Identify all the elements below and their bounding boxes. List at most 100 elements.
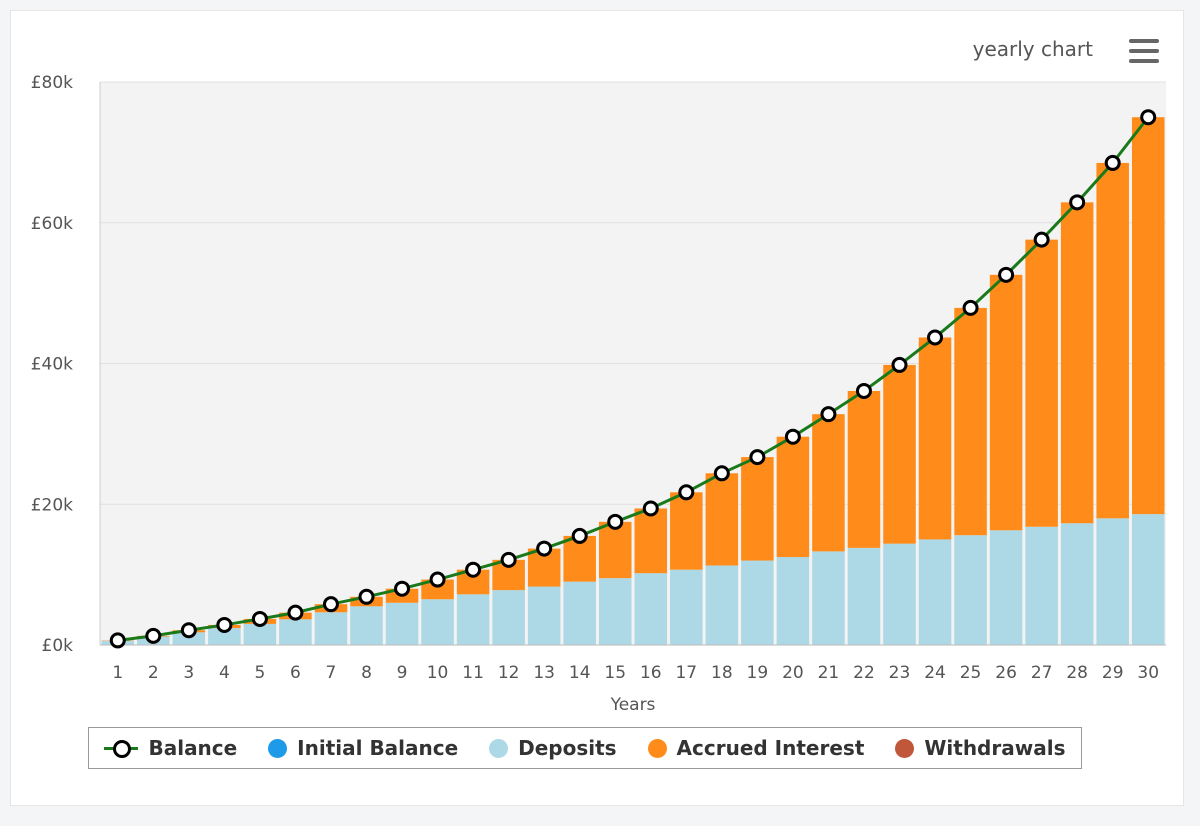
- balance-point: [394, 580, 411, 597]
- interest-bar: [1025, 239, 1058, 527]
- balance-point: [1069, 194, 1086, 211]
- y-tick-label: £20k: [31, 495, 73, 515]
- x-tick-label: 22: [853, 663, 875, 683]
- balance-point: [998, 266, 1015, 283]
- balance-point: [820, 406, 837, 423]
- x-tick-label: 26: [995, 663, 1017, 683]
- balance-point: [927, 329, 944, 346]
- legend-label: Deposits: [518, 736, 617, 760]
- initial-balance-dot-icon: [268, 738, 288, 758]
- balance-point: [749, 449, 766, 466]
- balance-point: [180, 622, 197, 639]
- x-tick-label: 3: [183, 663, 194, 683]
- balance-point: [784, 428, 801, 445]
- interest-bar: [1096, 162, 1129, 519]
- deposits-bar: [1060, 523, 1094, 645]
- x-tick-label: 28: [1066, 663, 1088, 683]
- y-tick-label: £60k: [31, 214, 73, 234]
- x-tick-label: 1: [112, 663, 123, 683]
- balance-point: [642, 500, 659, 517]
- legend-item-initial-balance[interactable]: Initial Balance: [268, 736, 458, 760]
- x-tick-label: 17: [675, 663, 697, 683]
- interest-bar: [421, 579, 454, 600]
- x-tick-label: 6: [290, 663, 301, 683]
- x-tick-label: 11: [462, 663, 484, 683]
- x-tick-label: 8: [361, 663, 372, 683]
- deposits-bar: [883, 543, 916, 645]
- balance-point: [109, 632, 126, 649]
- balance-point: [145, 627, 162, 644]
- interest-bar: [741, 457, 774, 561]
- interest-bar: [1131, 117, 1165, 515]
- deposits-bar: [989, 530, 1023, 645]
- x-tick-label: 23: [889, 663, 911, 683]
- x-tick-label: 2: [148, 663, 159, 683]
- interest-bar: [918, 337, 952, 540]
- balance-point: [1033, 231, 1050, 248]
- deposits-bar: [670, 569, 703, 645]
- x-tick-label: 4: [219, 663, 230, 683]
- x-tick-label: 21: [818, 663, 840, 683]
- x-tick-label: 10: [427, 663, 449, 683]
- deposits-bar: [563, 581, 596, 645]
- deposits-bar: [847, 547, 881, 645]
- interest-bar: [670, 492, 703, 570]
- legend-item-deposits[interactable]: Deposits: [489, 736, 617, 760]
- x-tick-label: 16: [640, 663, 662, 683]
- hamburger-menu-icon[interactable]: [1129, 39, 1159, 63]
- balance-point: [536, 540, 553, 557]
- balance-point: [607, 513, 624, 530]
- deposits-bar: [350, 606, 383, 645]
- deposits-bar: [421, 599, 454, 645]
- legend-label: Initial Balance: [297, 736, 459, 760]
- x-axis-title: Years: [610, 695, 656, 715]
- balance-line-marker-icon: [104, 738, 139, 758]
- balance-point: [962, 299, 979, 316]
- balance-point: [855, 382, 872, 399]
- balance-point: [678, 484, 695, 501]
- chart-title: yearly chart: [972, 37, 1093, 61]
- balance-point: [571, 527, 588, 544]
- legend-item-accrued-interest[interactable]: Accrued Interest: [647, 736, 865, 760]
- interest-bar: [598, 521, 632, 579]
- deposits-bar: [172, 632, 206, 645]
- interest-bar: [1060, 202, 1094, 524]
- balance-point: [500, 551, 517, 568]
- y-tick-label: £0k: [42, 636, 74, 656]
- legend-label: Withdrawals: [924, 736, 1066, 760]
- legend-label: Balance: [148, 736, 238, 760]
- x-tick-label: 30: [1137, 663, 1159, 683]
- withdrawals-dot-icon: [895, 738, 915, 758]
- legend-item-balance[interactable]: Balance: [104, 736, 237, 760]
- interest-bar: [705, 473, 739, 566]
- deposits-bar: [1025, 526, 1058, 645]
- deposits-bar: [1096, 518, 1129, 645]
- deposits-bar: [492, 590, 525, 645]
- balance-point: [465, 561, 482, 578]
- deposits-bar: [1131, 514, 1165, 645]
- deposits-bar: [385, 602, 419, 645]
- x-tick-label: 5: [254, 663, 265, 683]
- interest-bar: [847, 390, 881, 548]
- balance-point: [251, 610, 268, 627]
- interest-bar: [954, 307, 987, 536]
- deposits-bar: [705, 565, 739, 645]
- x-tick-label: 12: [498, 663, 520, 683]
- chart-legend: Balance Initial Balance Deposits Accrued…: [88, 727, 1082, 769]
- interest-bar: [812, 414, 845, 552]
- legend-label: Accrued Interest: [676, 736, 865, 760]
- deposits-bar: [598, 578, 632, 645]
- balance-point: [1104, 154, 1121, 171]
- deposits-bar: [243, 623, 277, 645]
- deposits-dot-icon: [489, 738, 509, 758]
- x-tick-label: 27: [1031, 663, 1053, 683]
- x-tick-label: 15: [604, 663, 626, 683]
- x-tick-label: 18: [711, 663, 733, 683]
- x-tick-label: 13: [533, 663, 555, 683]
- x-tick-label: 25: [960, 663, 982, 683]
- balance-point: [891, 356, 908, 373]
- interest-bar: [989, 274, 1023, 531]
- legend-item-withdrawals[interactable]: Withdrawals: [895, 736, 1065, 760]
- balance-point: [287, 604, 304, 621]
